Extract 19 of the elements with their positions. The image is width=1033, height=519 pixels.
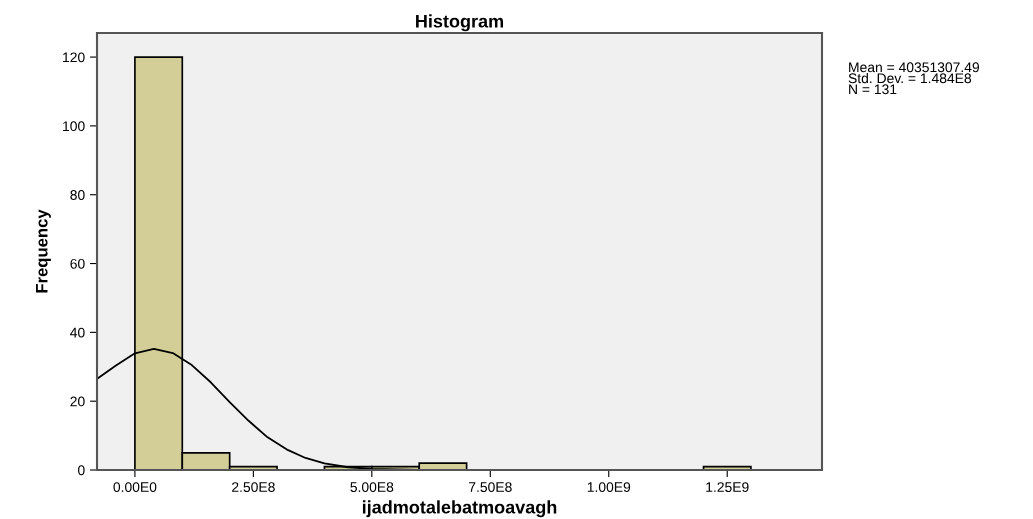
y-tick-label: 100 <box>63 121 85 132</box>
y-tick-label: 120 <box>63 52 85 63</box>
y-axis-title: Frequency <box>35 209 51 293</box>
x-tick-label: 7.50E8 <box>469 482 512 493</box>
x-tick-label: 2.50E8 <box>232 482 275 493</box>
x-tick-label: 1.00E9 <box>587 482 631 493</box>
y-tick-label: 60 <box>70 258 85 269</box>
x-tick-label: 5.00E8 <box>350 482 394 493</box>
y-tick-label: 0 <box>78 465 85 476</box>
y-tick-label: 40 <box>70 327 85 338</box>
text: N = 131 <box>849 84 897 95</box>
x-tick-label: 0.00E0 <box>113 482 157 493</box>
text: Std. Dev. = 1.484E8 <box>848 73 972 84</box>
y-tick-label: 20 <box>70 396 85 407</box>
text: Mean = 40351307.49 <box>849 62 980 73</box>
y-tick-label: 80 <box>70 190 85 200</box>
x-axis-title: ijadmotalebatmoavagh <box>362 500 557 518</box>
chart-title: Histogram <box>416 14 504 32</box>
x-tick-label: 1.25E9 <box>706 482 749 493</box>
